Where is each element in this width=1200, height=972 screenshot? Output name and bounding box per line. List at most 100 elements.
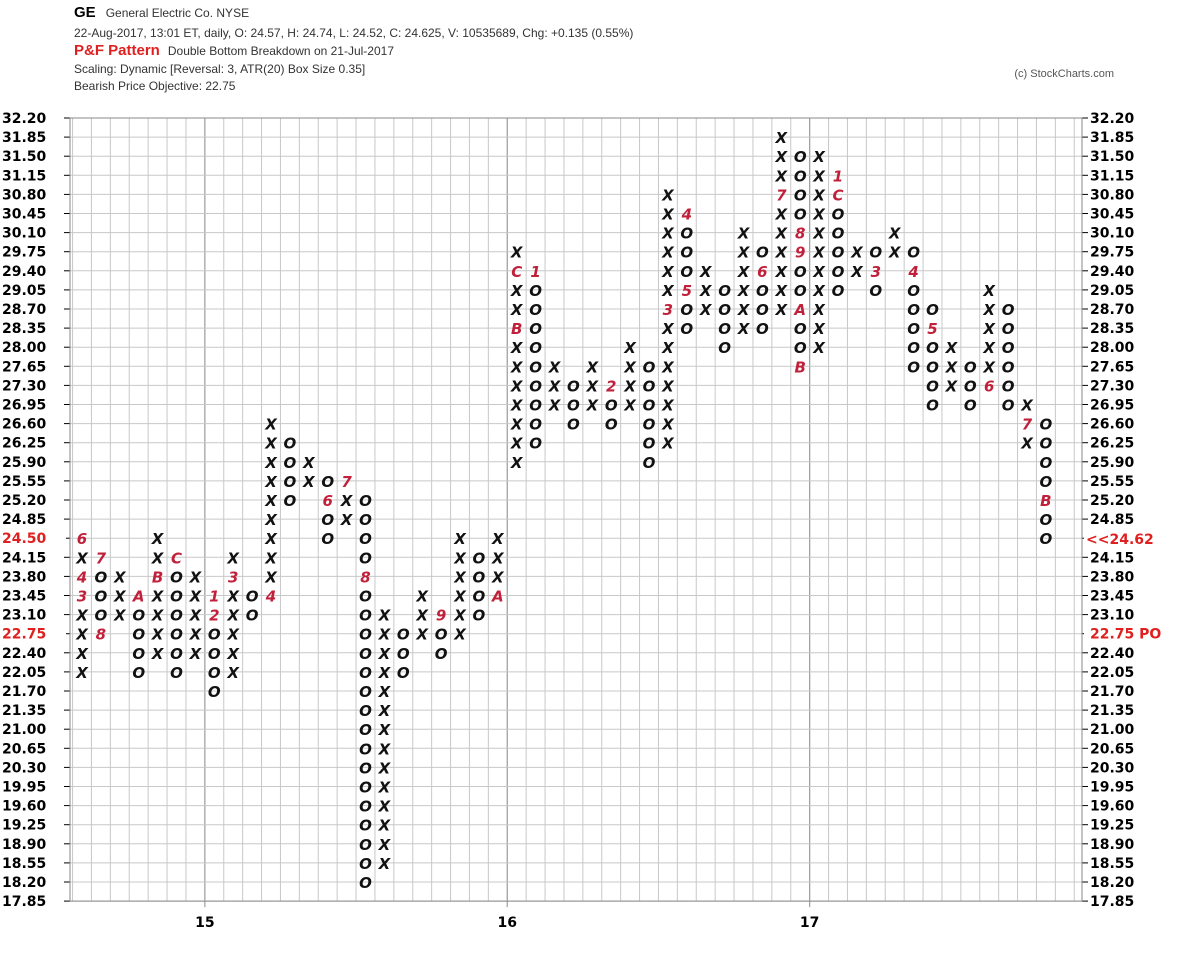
o-box: O: [132, 645, 145, 663]
month-marker: 1: [209, 588, 219, 606]
y-tick-label-right: 29.05: [1090, 283, 1134, 299]
o-box: O: [132, 626, 145, 644]
o-box: O: [794, 320, 807, 338]
y-tick-label-left: 20.65: [2, 741, 46, 757]
y-tick-label-right: 29.75: [1090, 245, 1134, 261]
o-box: O: [397, 645, 410, 663]
quote-line: 22-Aug-2017, 13:01 ET, daily, O: 24.57, …: [74, 26, 634, 40]
o-box: O: [680, 244, 693, 262]
month-marker: 9: [795, 244, 805, 262]
o-box: O: [907, 320, 920, 338]
y-tick-label-left: 26.25: [2, 436, 46, 452]
chart-header: GE General Electric Co. NYSE 22-Aug-2017,…: [74, 4, 1114, 96]
y-tick-label-right: 17.85: [1090, 894, 1134, 910]
y-tick-label-left: 25.90: [2, 455, 47, 471]
o-box: O: [435, 645, 448, 663]
ticker-symbol: GE: [74, 4, 96, 21]
x-box: X: [378, 836, 392, 854]
o-box: O: [794, 167, 807, 185]
o-box: O: [605, 397, 618, 415]
x-box: X: [812, 167, 826, 185]
o-box: O: [359, 836, 372, 854]
x-box: X: [264, 568, 278, 586]
x-box: X: [378, 798, 392, 816]
x-box: X: [661, 263, 675, 281]
x-box: X: [737, 282, 751, 300]
y-tick-label-left: 29.75: [2, 245, 46, 261]
o-box: O: [359, 779, 372, 797]
x-box: X: [113, 588, 127, 606]
x-box: X: [510, 397, 524, 415]
x-box: X: [548, 358, 562, 376]
y-tick-label-right: 18.20: [1090, 875, 1135, 891]
o-box: O: [794, 206, 807, 224]
o-box: O: [1040, 416, 1053, 434]
x-box: X: [812, 320, 826, 338]
o-box: O: [170, 645, 183, 663]
y-tick-label-left: 24.15: [2, 550, 46, 566]
o-box: O: [907, 282, 920, 300]
x-box: X: [491, 549, 505, 567]
y-tick-label-right: 31.85: [1090, 130, 1134, 146]
y-tick-label-right: 19.95: [1090, 780, 1134, 796]
year-label: 15: [195, 915, 214, 931]
o-box: O: [1040, 435, 1053, 453]
x-box: X: [378, 645, 392, 663]
month-marker: 4: [681, 206, 692, 224]
x-box: X: [75, 645, 89, 663]
x-box: X: [661, 282, 675, 300]
x-box: X: [775, 282, 789, 300]
x-box: X: [264, 416, 278, 434]
y-tick-label-left: 19.25: [2, 818, 46, 834]
o-box: O: [284, 454, 297, 472]
y-tick-label-left: 25.20: [2, 493, 47, 509]
o-box: O: [359, 607, 372, 625]
month-marker: 6: [322, 492, 332, 510]
o-box: O: [321, 511, 334, 529]
company-name: General Electric Co. NYSE: [105, 6, 250, 20]
o-box: O: [170, 568, 183, 586]
o-box: O: [756, 282, 769, 300]
current-price-left-label: 24.50: [2, 531, 47, 547]
o-box: O: [1002, 377, 1015, 395]
y-tick-label-left: 31.50: [2, 149, 47, 165]
month-marker: C: [832, 186, 843, 204]
x-box: X: [491, 568, 505, 586]
o-box: O: [643, 358, 656, 376]
x-box: X: [378, 721, 392, 739]
o-box: O: [95, 568, 108, 586]
o-box: O: [926, 358, 939, 376]
o-box: O: [907, 301, 920, 319]
x-box: X: [586, 358, 600, 376]
o-box: O: [1002, 358, 1015, 376]
month-marker: 4: [907, 263, 918, 281]
o-box: O: [756, 244, 769, 262]
o-box: O: [964, 358, 977, 376]
o-box: O: [359, 664, 372, 682]
o-box: O: [869, 282, 882, 300]
y-tick-label-left: 20.30: [2, 760, 47, 776]
o-box: O: [359, 511, 372, 529]
x-box: X: [812, 186, 826, 204]
x-box: X: [510, 358, 524, 376]
o-box: O: [643, 416, 656, 434]
o-box: O: [794, 263, 807, 281]
month-marker: B: [152, 568, 163, 586]
o-box: O: [132, 607, 145, 625]
o-box: O: [246, 588, 259, 606]
x-box: X: [226, 626, 240, 644]
y-tick-label-left: 27.65: [2, 359, 46, 375]
month-marker: 5: [682, 282, 692, 300]
o-box: O: [359, 855, 372, 873]
x-box: X: [850, 263, 864, 281]
x-box: X: [699, 282, 713, 300]
x-box: X: [510, 454, 524, 472]
o-box: O: [473, 549, 486, 567]
month-marker: B: [511, 320, 522, 338]
x-box: X: [510, 435, 524, 453]
x-box: X: [151, 530, 165, 548]
month-marker: 5: [927, 320, 937, 338]
x-box: X: [775, 206, 789, 224]
y-tick-label-left: 22.40: [2, 646, 47, 662]
o-box: O: [529, 377, 542, 395]
